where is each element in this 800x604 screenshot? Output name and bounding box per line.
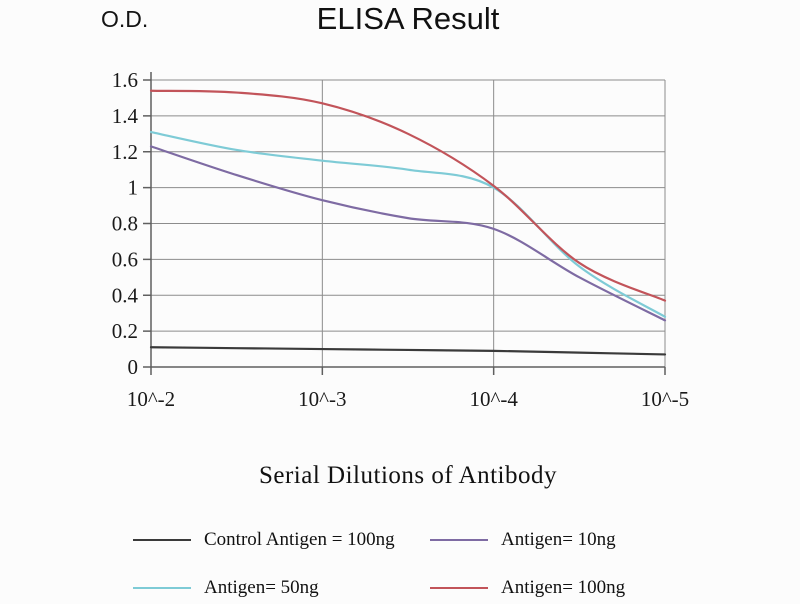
y-tick-label: 0.4 bbox=[112, 283, 139, 307]
legend-line-swatch-antigen-100ng bbox=[430, 587, 488, 589]
legend-label-antigen-50ng: Antigen= 50ng bbox=[204, 577, 319, 598]
y-tick-label: 0.8 bbox=[112, 212, 138, 236]
x-axis-title: Serial Dilutions of Antibody bbox=[258, 462, 558, 489]
y-axis-unit-label: O.D. bbox=[101, 6, 149, 32]
y-tick-label: 0 bbox=[128, 355, 139, 379]
legend-item-antigen-100ng: Antigen= 100ng bbox=[430, 572, 693, 604]
x-tick-label: 10^-5 bbox=[641, 387, 689, 411]
legend-item-antigen-10ng: Antigen= 10ng bbox=[430, 524, 693, 556]
legend-item-antigen-50ng: Antigen= 50ng bbox=[133, 572, 430, 604]
y-tick-label: 1.4 bbox=[112, 104, 139, 128]
x-tick-label: 10^-2 bbox=[127, 387, 175, 411]
series-line-antigen-100ng bbox=[149, 89, 667, 302]
legend-line-swatch-antigen-10ng bbox=[430, 539, 488, 541]
plot-area: 0 0.2 0.4 0.6 0.8 1 1.2 1.4 1.6 10^-2 10^-3 10^-4 10… bbox=[112, 68, 689, 411]
x-tick-label: 10^-3 bbox=[298, 387, 346, 411]
series-line-control-antigen-100ng bbox=[149, 346, 667, 356]
legend-label-antigen-100ng: Antigen= 100ng bbox=[501, 577, 626, 598]
y-tick-label: 0.2 bbox=[112, 319, 138, 343]
chart-title: ELISA Result bbox=[316, 1, 500, 36]
legend-item-control-antigen-100ng: Control Antigen = 100ng bbox=[133, 524, 430, 556]
legend-line-swatch-antigen-50ng bbox=[133, 587, 191, 589]
legend-label-control-antigen-100ng: Control Antigen = 100ng bbox=[204, 529, 395, 550]
x-tick-label: 10^-4 bbox=[469, 387, 518, 411]
y-tick-label: 1.2 bbox=[112, 140, 138, 164]
y-tick-label: 1 bbox=[128, 176, 139, 200]
series-line-antigen-10ng bbox=[149, 145, 667, 322]
series-line-antigen-50ng bbox=[149, 130, 667, 318]
y-tick-label: 1.6 bbox=[112, 68, 138, 92]
y-tick-label: 0.6 bbox=[112, 247, 138, 271]
legend-line-swatch-control-antigen-100ng bbox=[133, 539, 191, 541]
legend-label-antigen-10ng: Antigen= 10ng bbox=[501, 529, 616, 550]
legend: Control Antigen = 100ng Antigen= 10ng Anti… bbox=[133, 524, 693, 604]
